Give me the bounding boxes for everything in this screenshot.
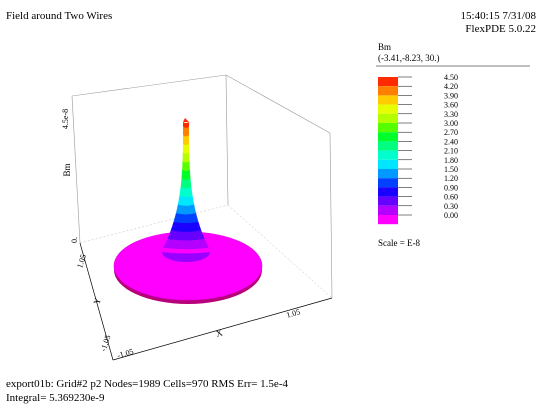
legend-label: 0.90 xyxy=(444,183,458,192)
x-tick-min: -1.05 xyxy=(116,347,135,360)
spike-band xyxy=(182,156,190,163)
legend-swatch xyxy=(378,178,398,188)
legend-swatch xyxy=(378,123,398,133)
legend-swatch xyxy=(378,95,398,105)
plot-title: Field around Two Wires xyxy=(6,10,113,22)
legend-swatch xyxy=(378,77,398,87)
legend-swatch xyxy=(378,104,398,114)
version-label: FlexPDE 5.0.22 xyxy=(465,23,536,35)
legend-label: 1.80 xyxy=(444,156,458,165)
legend-label: 3.30 xyxy=(444,110,458,119)
z-tick-min: 0. xyxy=(70,237,79,243)
spike-band xyxy=(180,182,192,189)
legend-swatch xyxy=(378,86,398,96)
legend-swatch xyxy=(378,196,398,206)
spike-band xyxy=(170,226,202,232)
spike-band xyxy=(169,230,203,237)
legend-label: 2.40 xyxy=(444,137,458,146)
legend-label: 3.00 xyxy=(444,119,458,128)
spike-band xyxy=(182,152,190,159)
spike-band xyxy=(180,187,192,193)
legend-swatch xyxy=(378,141,398,151)
z-axis-label: Bm xyxy=(62,163,72,176)
footer: export01b: Grid#2 p2 Nodes=1989 Cells=97… xyxy=(6,377,288,405)
spike-band xyxy=(182,148,190,154)
spike-band xyxy=(182,130,190,137)
box-edge xyxy=(225,74,229,206)
spike-band xyxy=(175,208,197,215)
box-edge xyxy=(227,204,333,299)
legend-scale-note: Scale = E-8 xyxy=(378,238,421,248)
spike-band xyxy=(181,174,191,180)
spike-band xyxy=(178,195,194,202)
spike-band xyxy=(172,221,200,228)
legend-swatch xyxy=(378,159,398,169)
legend-swatch xyxy=(378,215,398,225)
spike-band xyxy=(163,243,209,250)
spike-band xyxy=(161,247,211,254)
legend-label: 0.60 xyxy=(444,193,458,202)
y-axis-label: Y xyxy=(91,296,103,306)
spike-band xyxy=(167,234,205,241)
spike-band xyxy=(182,122,190,128)
legend-swatch xyxy=(378,132,398,142)
spike-band xyxy=(177,200,195,206)
box-edge xyxy=(79,204,229,244)
spike-band xyxy=(182,139,190,146)
y-tick-max: 1.05 xyxy=(75,253,88,269)
legend-swatch xyxy=(378,113,398,123)
spike-band xyxy=(181,178,191,185)
box-edge xyxy=(329,132,333,299)
legend-viewpoint: (-3.41,-8.23, 30.) xyxy=(378,53,440,63)
box-edge xyxy=(71,95,81,244)
x-axis-line xyxy=(112,297,333,361)
legend-swatch xyxy=(378,169,398,179)
footer-stats: export01b: Grid#2 p2 Nodes=1989 Cells=97… xyxy=(6,378,288,390)
legend-label: 1.20 xyxy=(444,174,458,183)
spike-band xyxy=(182,143,190,150)
legend-label: 0.30 xyxy=(444,202,458,211)
legend-header: Bm (-3.41,-8.23, 30.) xyxy=(378,42,440,64)
spike-band xyxy=(182,135,190,141)
legend-swatch xyxy=(378,187,398,197)
x-tick-max: 1.05 xyxy=(285,307,301,320)
legend-label: 2.70 xyxy=(444,128,458,137)
spike-band xyxy=(182,165,190,172)
legend-label: 4.20 xyxy=(444,82,458,91)
spike-band xyxy=(165,239,207,245)
legend-colorbar: 4.504.203.903.603.303.002.702.402.101.80… xyxy=(378,73,458,225)
spike-band xyxy=(173,217,199,224)
box-edge xyxy=(71,74,227,97)
spike-peak xyxy=(183,118,189,122)
spike-band xyxy=(182,126,190,133)
legend-variable: Bm xyxy=(378,42,392,52)
legend-label: 3.60 xyxy=(444,101,458,110)
x-axis-label: X xyxy=(215,327,224,339)
footer-integral: Integral= 5.369230e-9 xyxy=(6,392,105,404)
spike-band xyxy=(181,169,191,176)
spike-band xyxy=(182,161,190,167)
z-tick-max: 4.5e-8 xyxy=(61,109,70,129)
plot-box xyxy=(71,74,333,361)
timestamp-block: 15:40:15 7/31/08 FlexPDE 5.0.22 xyxy=(461,10,536,36)
legend-swatch xyxy=(378,205,398,215)
field-spike xyxy=(161,118,211,254)
legend-swatch xyxy=(378,150,398,160)
legend-label: 1.50 xyxy=(444,165,458,174)
legend-label: 4.50 xyxy=(444,73,458,82)
legend-label: 3.90 xyxy=(444,91,458,100)
spike-band xyxy=(176,204,196,211)
spike-band xyxy=(179,191,193,198)
surface-body xyxy=(113,118,263,304)
timestamp: 15:40:15 7/31/08 xyxy=(460,10,536,22)
box-edge xyxy=(225,74,331,134)
y-axis-line xyxy=(79,242,114,361)
spike-band xyxy=(174,213,198,219)
legend-label: 2.10 xyxy=(444,147,458,156)
legend-label: 0.00 xyxy=(444,211,458,220)
